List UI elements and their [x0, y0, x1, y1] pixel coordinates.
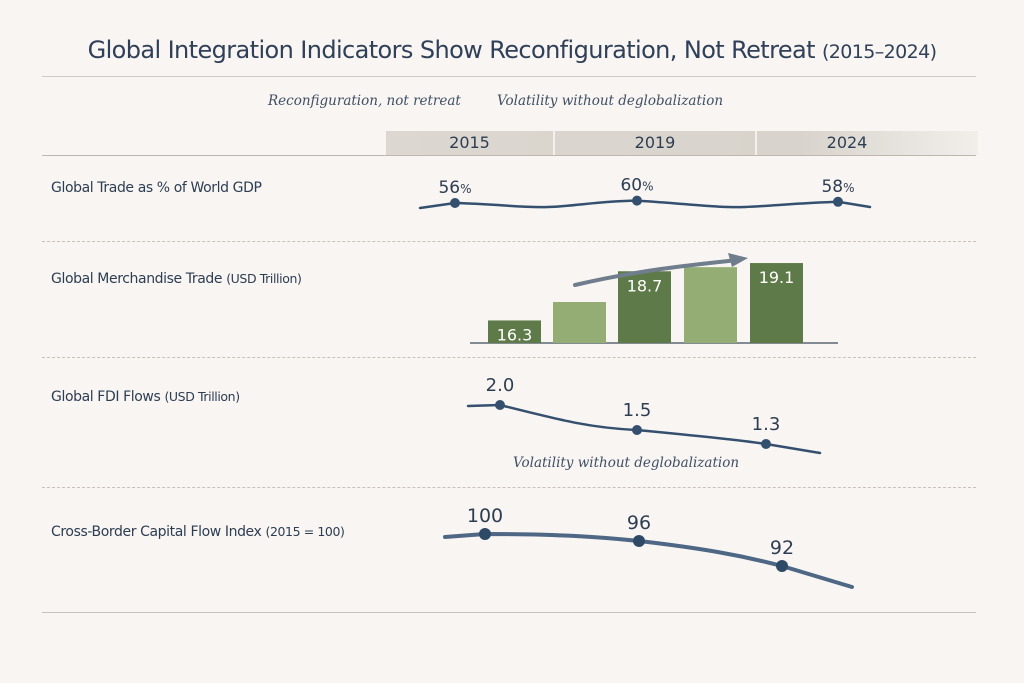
title-rule — [42, 76, 976, 77]
trend-arrow-shaft — [573, 258, 740, 287]
merch-trade-bar — [553, 302, 606, 343]
trade-gdp-point — [833, 196, 843, 207]
capital-flow-point — [776, 560, 788, 572]
capital-flow-label: 92 — [770, 537, 794, 559]
merch-trade-bar-label: 19.1 — [759, 268, 795, 287]
row-title: Global FDI Flows — [51, 389, 161, 405]
row-divider — [42, 241, 976, 242]
year-header-bar — [386, 131, 978, 155]
trend-arrow-head — [728, 253, 748, 267]
row-label-capital-flow: Cross-Border Capital Flow Index (2015 = … — [51, 524, 345, 540]
year-header-2019: 2019 — [634, 133, 676, 152]
subtitle-reconfiguration: Reconfiguration, not retreat — [268, 93, 461, 109]
row-divider — [42, 487, 976, 488]
merch-trade-bar — [684, 267, 737, 343]
row-label-trade-gdp: Global Trade as % of World GDP — [51, 180, 262, 196]
trade-gdp-point — [632, 195, 642, 206]
fdi-point — [761, 439, 771, 449]
trade-gdp-point — [450, 198, 460, 208]
fdi-point — [632, 425, 642, 435]
row-unit: (USD Trillion) — [226, 271, 302, 286]
merch-trade-bar-label: 16.3 — [497, 325, 533, 344]
merch-trade-bar — [750, 263, 803, 343]
row-unit: (USD Trillion) — [164, 389, 240, 404]
trade-gdp-label: 58% — [821, 177, 854, 197]
row-divider — [42, 357, 976, 358]
row-title: Global Trade as % of World GDP — [51, 180, 262, 196]
capital-flow-point — [479, 528, 491, 540]
row-label-fdi: Global FDI Flows (USD Trillion) — [51, 389, 240, 405]
trade-gdp-label: 60% — [620, 176, 653, 196]
capital-flow-point — [633, 535, 645, 547]
fdi-point — [495, 400, 505, 410]
capital-flow-label: 96 — [627, 512, 651, 534]
year-divider — [755, 131, 757, 155]
fdi-label: 1.5 — [623, 400, 652, 421]
bottom-rule — [42, 612, 976, 613]
trade-gdp-line — [418, 199, 872, 210]
capital-flow-label: 100 — [467, 505, 503, 527]
year-header-2024: 2024 — [826, 133, 868, 152]
fdi-label: 2.0 — [486, 375, 515, 396]
fdi-annotation: Volatility without deglobalization — [513, 455, 740, 471]
title-main: Global Integration Indicators Show Recon… — [87, 36, 816, 64]
row-unit: (2015 = 100) — [265, 524, 345, 539]
row-label-merch-trade: Global Merchandise Trade (USD Trillion) — [51, 271, 302, 287]
merch-trade-bar — [618, 271, 671, 343]
year-divider — [553, 131, 555, 155]
trade-gdp-label: 56% — [438, 178, 471, 198]
fdi-label: 1.3 — [752, 414, 781, 435]
row-title: Cross-Border Capital Flow Index — [51, 524, 262, 540]
year-header-2015: 2015 — [449, 133, 490, 152]
chart-title: Global Integration Indicators Show Recon… — [0, 36, 1024, 64]
merch-trade-bar-label: 18.7 — [627, 276, 663, 295]
header-rule — [42, 155, 976, 156]
merch-trade-bar — [488, 320, 541, 343]
title-years: (2015–2024) — [821, 41, 937, 63]
subtitle-volatility: Volatility without deglobalization — [497, 93, 724, 109]
row-title: Global Merchandise Trade — [51, 271, 223, 287]
